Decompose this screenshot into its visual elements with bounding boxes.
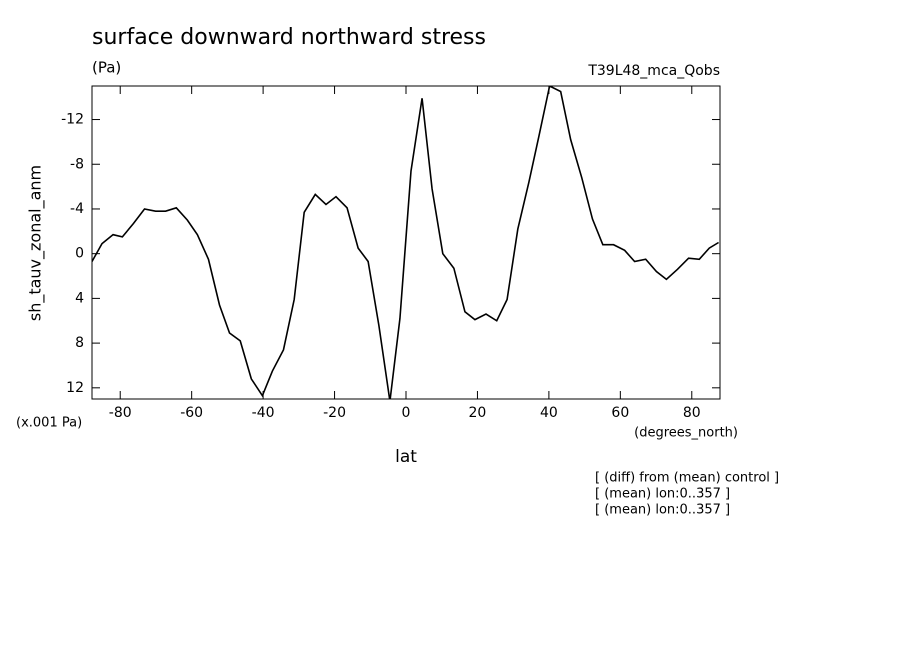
y-scale-note: (x.001 Pa) <box>16 416 82 431</box>
y-axis-label: sh_tauv_zonal_anm <box>26 165 46 321</box>
y-tick-label: 12 <box>66 380 84 396</box>
y-tick-label: -4 <box>70 201 84 217</box>
y-tick-label: 4 <box>75 290 84 306</box>
y-tick-label: 0 <box>75 246 84 262</box>
x-tick-label: -80 <box>109 405 132 421</box>
y-tick-label: -12 <box>61 112 84 128</box>
experiment: T39L48_mca_Qobs <box>587 63 720 79</box>
x-tick-label: 80 <box>683 405 701 421</box>
x-tick-label: -40 <box>252 405 275 421</box>
y-tick-label: 8 <box>75 335 84 351</box>
x-axis-label: lat <box>395 447 417 467</box>
note: [ (diff) from (mean) control ] <box>595 471 779 486</box>
x-tick-label: -60 <box>180 405 203 421</box>
chart-title: surface downward northward stress <box>92 25 486 50</box>
note: [ (mean) lon:0..357 ] <box>595 487 730 502</box>
note: [ (mean) lon:0..357 ] <box>595 503 730 518</box>
x-units: (degrees_north) <box>634 426 738 441</box>
x-tick-label: 20 <box>469 405 487 421</box>
y-tick-label: -8 <box>70 156 84 172</box>
x-tick-label: 60 <box>611 405 629 421</box>
data-line <box>92 86 719 399</box>
x-tick-label: -20 <box>323 405 346 421</box>
units: (Pa) <box>92 59 121 77</box>
x-tick-label: 40 <box>540 405 558 421</box>
x-tick-label: 0 <box>402 405 411 421</box>
